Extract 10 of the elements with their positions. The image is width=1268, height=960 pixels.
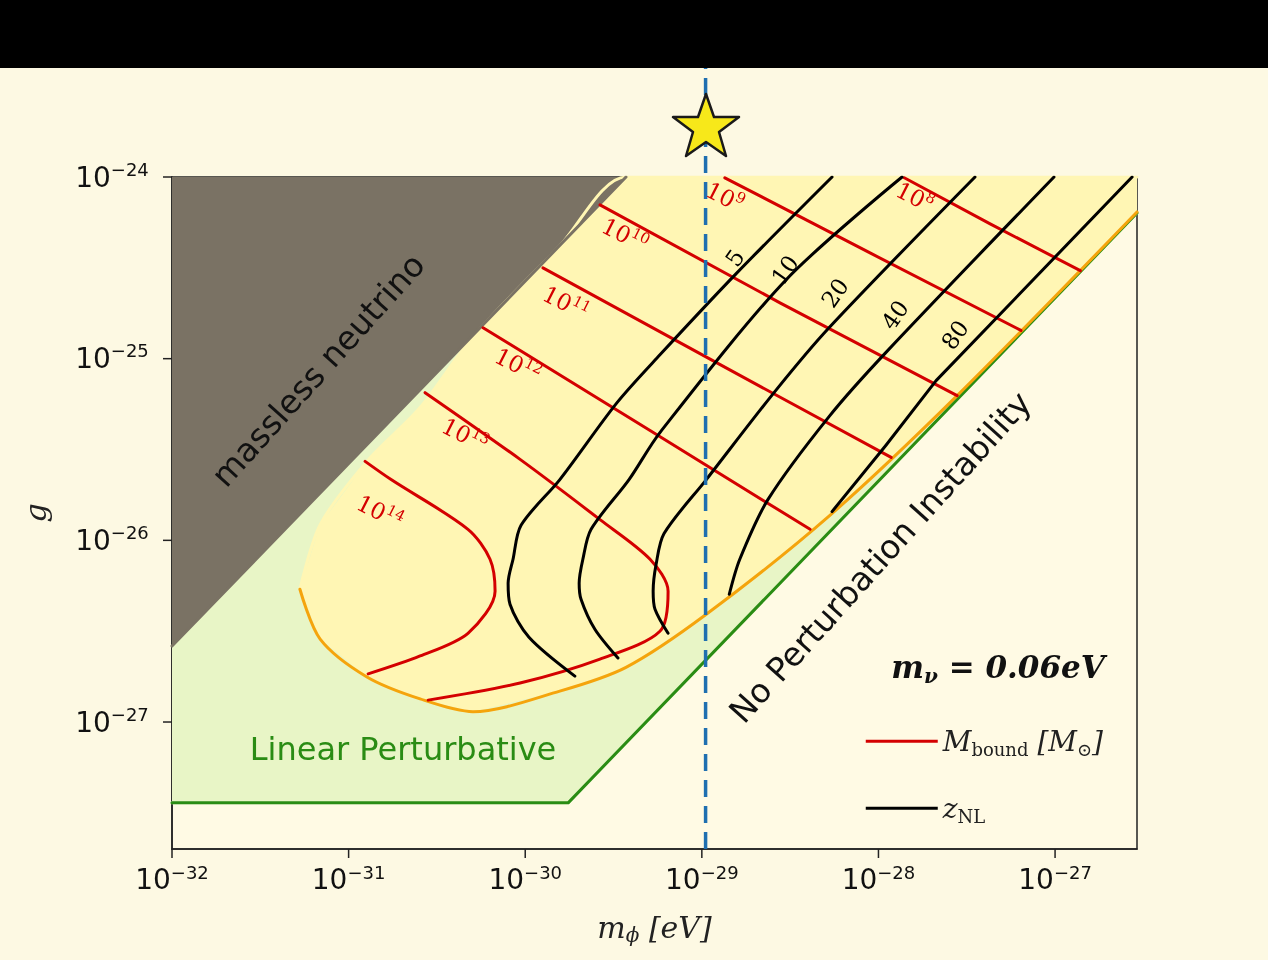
- annotation: 109: [701, 176, 750, 214]
- annotation: 40: [875, 295, 915, 335]
- annotation: 80: [935, 315, 975, 355]
- annotation: 1014: [352, 489, 409, 526]
- annotation: 20: [815, 273, 855, 313]
- y-axis-title: g: [17, 503, 53, 523]
- annotation: 1011: [538, 280, 595, 317]
- annotation: 1010: [597, 212, 654, 249]
- annotation: Linear Perturbative: [249, 730, 557, 768]
- annotation: 5: [720, 244, 750, 272]
